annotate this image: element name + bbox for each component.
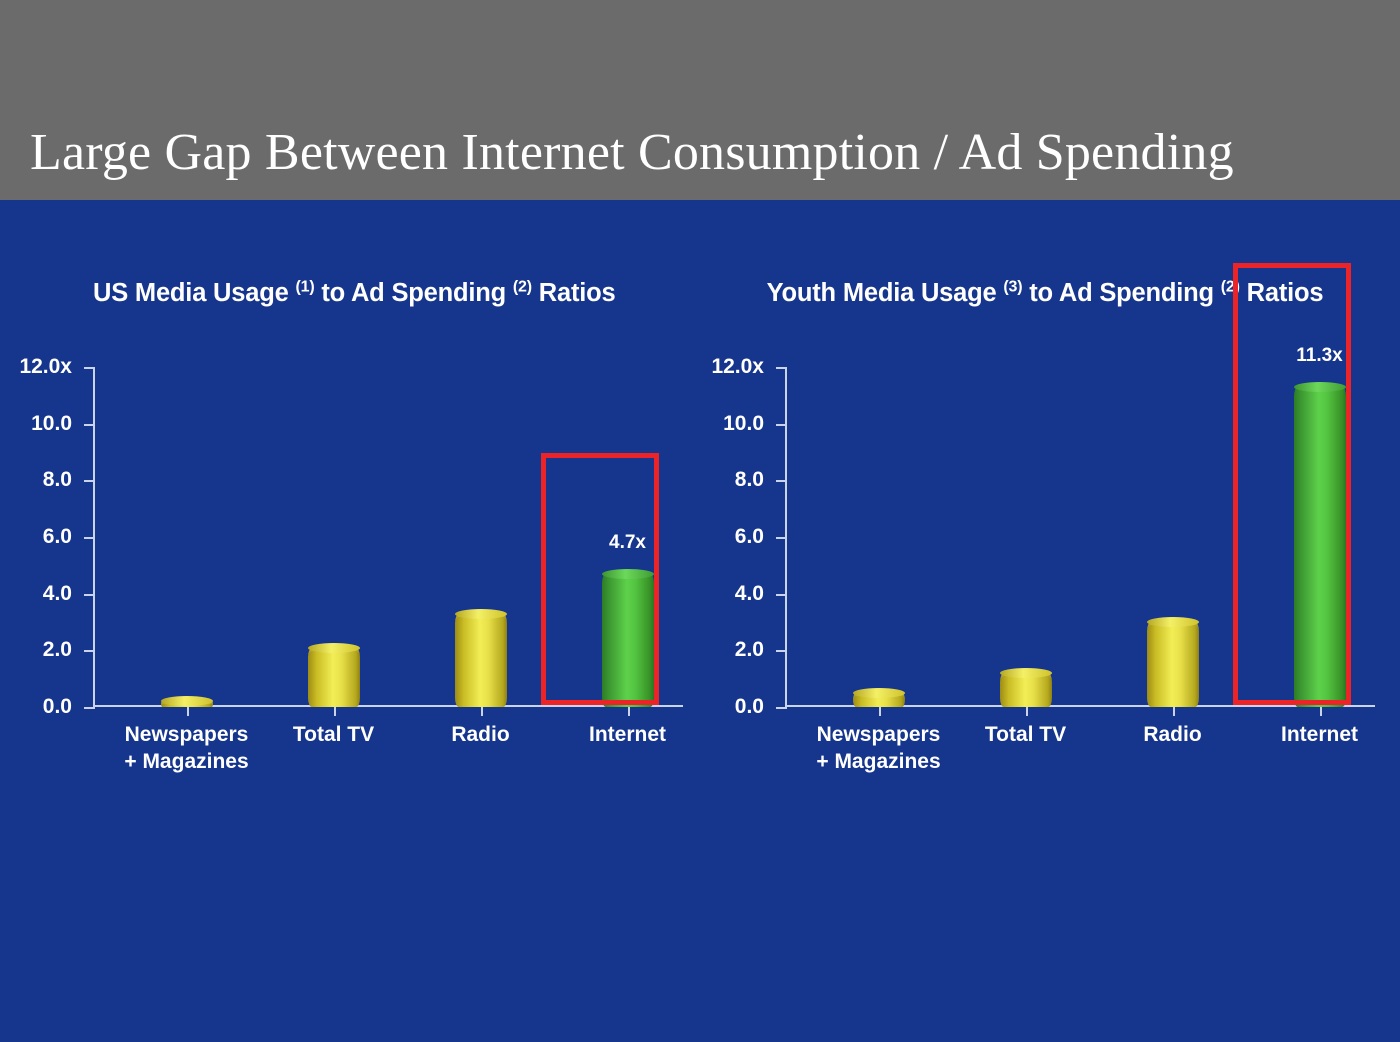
x-axis-tick <box>186 705 189 716</box>
y-axis-tick-label: 2.0 <box>42 638 72 662</box>
y-axis-tick: 10.0 <box>31 412 95 435</box>
y-axis-tick: 0.0 <box>735 695 787 718</box>
bar-slot: Radio <box>407 367 554 746</box>
chart-title-tail: Ratios <box>1246 279 1324 307</box>
y-axis-tick-label: 2.0 <box>734 638 764 662</box>
bar-cap <box>454 608 507 619</box>
chart-title-superscript-2: (2) <box>512 278 532 296</box>
chart-title-superscript-1: (1) <box>295 278 315 296</box>
bar-slot: Newspapers + Magazines <box>113 367 260 773</box>
x-axis-category-label: Newspapers + Magazines <box>816 723 941 773</box>
x-axis-tick <box>1025 705 1028 716</box>
x-axis-tick <box>1319 705 1322 716</box>
chart-title-superscript-2: (2) <box>1220 278 1240 296</box>
bar-internet[interactable] <box>1293 381 1346 707</box>
chart-title-youth: Youth Media Usage (3) to Ad Spending (2)… <box>700 275 1390 311</box>
bar-radio[interactable] <box>1146 617 1199 707</box>
slide-header-band <box>0 0 1400 200</box>
bar-slot: Newspapers + Magazines <box>805 367 952 773</box>
bar-cap <box>852 687 905 698</box>
x-axis-tick <box>480 705 483 716</box>
y-axis-tick: 2.0 <box>43 638 95 661</box>
chart-title-lead: Youth Media Usage <box>766 279 997 307</box>
bar-cap <box>1293 381 1346 392</box>
x-axis-tick <box>627 705 630 716</box>
bar-value-label: 11.3x <box>1296 344 1343 366</box>
bar-slot: Total TV <box>260 367 407 746</box>
y-axis-tick: 6.0 <box>43 525 95 548</box>
bar-newspapers-magazines[interactable] <box>160 696 213 707</box>
page-title: Large Gap Between Internet Consumption /… <box>30 123 1234 181</box>
bar-total-tv[interactable] <box>999 668 1052 707</box>
x-axis-tick <box>333 705 336 716</box>
y-axis-tick-label: 4.0 <box>42 581 72 605</box>
bar-radio[interactable] <box>454 608 507 707</box>
y-axis-tick: 8.0 <box>43 468 95 491</box>
y-axis-tick-label: 0.0 <box>734 695 764 718</box>
bar-internet[interactable] <box>601 568 654 707</box>
y-axis-tick-label: 6.0 <box>42 525 72 548</box>
chart-youth-media-usage: Youth Media Usage (3) to Ad Spending (2)… <box>700 263 1390 795</box>
chart-title-tail: Ratios <box>538 279 616 307</box>
y-axis-tick: 6.0 <box>735 525 787 548</box>
x-axis-category-label: Total TV <box>984 723 1067 746</box>
chart-us-media-usage: US Media Usage (1) to Ad Spending (2) Ra… <box>8 275 698 795</box>
chart-title-us: US Media Usage (1) to Ad Spending (2) Ra… <box>8 275 698 311</box>
slide-body: US Media Usage (1) to Ad Spending (2) Ra… <box>0 200 1400 1042</box>
bar-slot: Total TV <box>952 367 1099 746</box>
chart-title-mid: to Ad Spending <box>321 279 506 307</box>
x-axis-category-label: Internet <box>1280 723 1358 746</box>
x-axis-category-label: Radio <box>451 723 510 746</box>
bar-newspapers-magazines[interactable] <box>852 687 905 707</box>
y-axis-tick: 4.0 <box>735 582 787 605</box>
chart-title-superscript-1: (3) <box>1003 278 1023 296</box>
plot-area-us: 0.0 2.0 4.0 6.0 8.0 10.0 12.0x Newspapers + Mag… <box>19 355 683 773</box>
x-axis-tick <box>878 705 881 716</box>
plot-area-youth: 0.0 2.0 4.0 6.0 8.0 10.0 12.0x Newspapers + Mag… <box>711 345 1375 773</box>
y-axis-tick: 4.0 <box>43 582 95 605</box>
y-axis-tick: 12.0x <box>19 355 95 378</box>
bar-cap <box>601 568 654 579</box>
bar-cap <box>160 696 213 706</box>
y-axis-tick-label: 10.0 <box>723 411 764 435</box>
bar-slot: 4.7x Internet <box>554 367 701 746</box>
x-axis-category-label: Radio <box>1143 723 1202 746</box>
chart-title-lead: US Media Usage <box>93 279 289 307</box>
y-axis-tick: 10.0 <box>723 412 787 435</box>
y-axis-tick-label: 10.0 <box>31 411 72 435</box>
y-axis-tick-label: 8.0 <box>42 468 72 492</box>
bar-slot: 11.3x Internet <box>1246 345 1393 746</box>
y-axis-tick-label: 4.0 <box>734 581 764 605</box>
bar-cap <box>307 642 360 653</box>
bar-slot: Radio <box>1099 367 1246 746</box>
y-axis-tick-label: 12.0x <box>19 355 72 378</box>
x-axis-category-label: Total TV <box>292 723 375 746</box>
y-axis-tick-label: 12.0x <box>711 355 764 378</box>
y-axis-tick: 12.0x <box>711 355 787 378</box>
x-axis-line <box>785 705 1375 707</box>
bar-cap <box>1146 617 1199 627</box>
y-axis-tick-label: 6.0 <box>734 525 764 548</box>
y-axis-tick-label: 0.0 <box>42 695 72 718</box>
x-axis-category-label: Internet <box>588 723 666 746</box>
bar-total-tv[interactable] <box>307 642 360 707</box>
y-axis-tick: 8.0 <box>735 468 787 491</box>
x-axis-tick <box>1172 705 1175 716</box>
bar-cap <box>999 668 1052 678</box>
x-axis-category-label: Newspapers + Magazines <box>124 723 249 773</box>
y-axis-tick-label: 8.0 <box>734 468 764 492</box>
y-axis-tick: 0.0 <box>43 695 95 718</box>
bar-value-label: 4.7x <box>609 531 646 553</box>
y-axis-tick: 2.0 <box>735 638 787 661</box>
chart-title-mid: to Ad Spending <box>1029 279 1214 307</box>
x-axis-line <box>93 705 683 707</box>
